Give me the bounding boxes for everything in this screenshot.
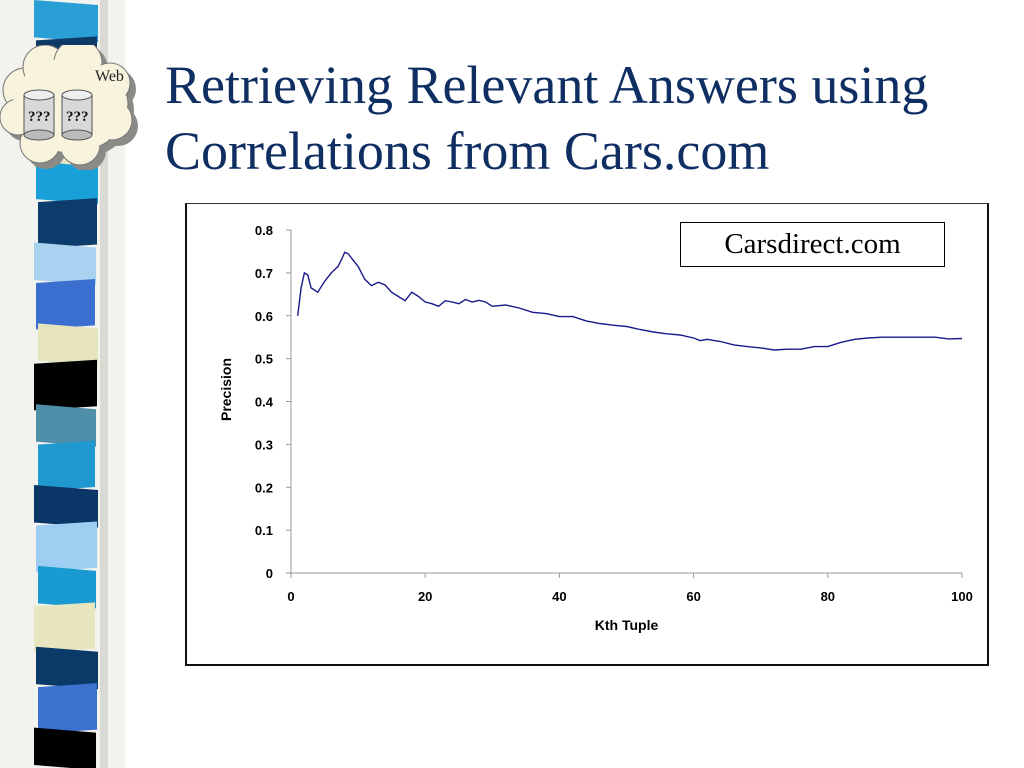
y-tick-label: 0.1 <box>255 523 273 538</box>
x-tick-label: 0 <box>287 589 294 604</box>
ribbon-band <box>38 565 96 609</box>
slide-title-line-2: Correlations from Cars.com <box>165 121 770 181</box>
chart-frame: 0 0.1 0.2 0.3 0.4 0.5 0.6 0.7 0.8 0 20 40 60 80 100 K… <box>185 203 989 666</box>
ribbon-band <box>34 242 96 285</box>
x-tick-label: 40 <box>552 589 566 604</box>
y-axis-title: Precision <box>218 358 234 421</box>
chart-annotation: Carsdirect.com <box>724 228 901 260</box>
ribbon-band <box>38 323 98 366</box>
ribbon-band <box>36 521 97 572</box>
y-tick-label: 0.8 <box>255 223 273 238</box>
y-tick-label: 0.2 <box>255 480 273 495</box>
ribbon-band <box>38 198 97 249</box>
x-tick-label: 100 <box>951 589 973 604</box>
precision-line <box>297 251 963 351</box>
x-axis-title: Kth Tuple <box>595 617 659 633</box>
y-tick-label: 0.6 <box>255 309 273 324</box>
ribbon-band <box>38 440 95 492</box>
cloud-label: Web <box>95 68 124 85</box>
ribbon-band <box>36 646 98 690</box>
ribbon-band <box>34 0 98 43</box>
ribbon-band <box>38 683 97 734</box>
ribbon-band <box>36 278 95 330</box>
x-tick-label: 80 <box>821 589 835 604</box>
database-label: ??? <box>28 109 51 125</box>
ribbon-band <box>34 602 95 653</box>
ribbon-band <box>36 404 96 447</box>
slide-title: Retrieving Relevant Answers using Correl… <box>165 52 1005 184</box>
chart-annotation-box: Carsdirect.com <box>680 222 945 267</box>
x-tick-label: 20 <box>418 589 432 604</box>
ribbon-band <box>34 485 98 528</box>
y-tick-label: 0.3 <box>255 437 273 452</box>
x-tick-label: 60 <box>686 589 700 604</box>
y-tick-label: 0.7 <box>255 266 273 281</box>
slide-title-line-1: Retrieving Relevant Answers using <box>165 55 929 115</box>
database-icon: ??? <box>23 89 55 141</box>
y-tick-label: 0 <box>266 566 273 581</box>
y-tick-label: 0.4 <box>255 395 274 410</box>
ribbon-band <box>34 727 96 768</box>
web-cloud-logo: Web ??? ??? <box>0 45 138 170</box>
database-label: ??? <box>66 109 89 125</box>
database-icon: ??? <box>61 89 93 141</box>
y-tick-label: 0.5 <box>255 352 273 367</box>
precision-chart: 0 0.1 0.2 0.3 0.4 0.5 0.6 0.7 0.8 0 20 40 60 80 100 K… <box>218 223 973 633</box>
ribbon-band <box>36 161 98 205</box>
ribbon-band <box>34 359 97 411</box>
